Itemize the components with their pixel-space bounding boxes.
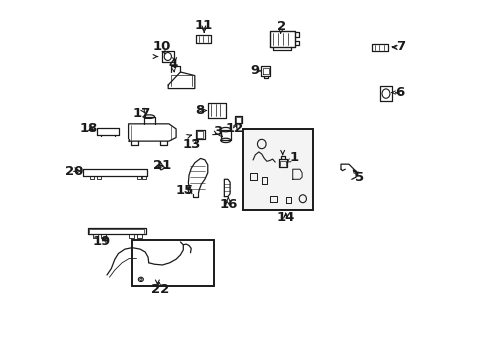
Text: 10: 10	[152, 40, 170, 53]
Text: 20: 20	[65, 165, 83, 177]
Text: 3: 3	[212, 125, 222, 138]
Text: 18: 18	[80, 122, 98, 135]
Text: 22: 22	[150, 283, 169, 296]
Text: 1: 1	[289, 151, 298, 164]
Text: 14: 14	[276, 211, 294, 224]
Text: 6: 6	[394, 86, 403, 99]
Text: 13: 13	[183, 138, 201, 151]
Text: 21: 21	[153, 159, 171, 172]
Text: 15: 15	[176, 184, 194, 197]
Text: 5: 5	[354, 171, 364, 184]
Text: 2: 2	[276, 20, 285, 33]
Text: 17: 17	[133, 107, 151, 120]
Text: 19: 19	[92, 235, 110, 248]
Bar	[243, 129, 313, 210]
Bar	[132, 240, 214, 286]
Text: 12: 12	[225, 122, 243, 135]
Text: 4: 4	[168, 58, 178, 71]
Text: 11: 11	[195, 19, 213, 32]
Text: 7: 7	[395, 40, 405, 53]
Text: 8: 8	[195, 104, 204, 117]
Text: 9: 9	[250, 64, 259, 77]
Text: 16: 16	[219, 198, 237, 211]
